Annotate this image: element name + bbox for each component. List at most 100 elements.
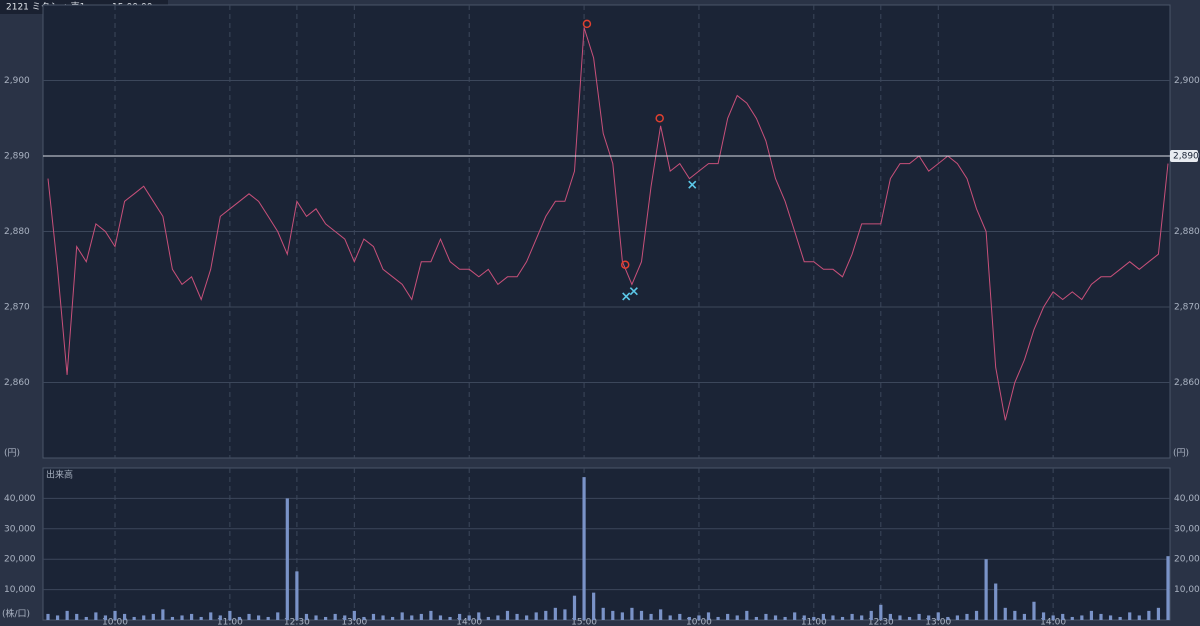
x-tick-label: 12:30 [284, 618, 310, 626]
volume-bar [103, 615, 108, 620]
volume-bar [745, 610, 749, 620]
volume-bar [477, 612, 481, 620]
volume-bar [515, 613, 519, 620]
volume-bar [46, 613, 50, 620]
volume-bar [1032, 601, 1036, 620]
y-tick-label: 30,000 [1174, 524, 1200, 534]
volume-bar [410, 615, 414, 620]
volume-bar [620, 612, 624, 620]
volume-bar [75, 613, 79, 620]
volume-bar [955, 615, 960, 620]
volume-bar [1003, 607, 1007, 620]
volume-bar [304, 613, 309, 620]
volume-bar [266, 616, 270, 620]
volume-bar [228, 610, 232, 620]
volume-bar [180, 615, 184, 620]
volume-bar [831, 615, 835, 620]
volume-bar [276, 612, 280, 620]
volume-bar [362, 616, 366, 620]
volume-bar [534, 612, 538, 620]
volume-unit: (株/口) [2, 608, 30, 620]
y-tick-label: 2,880 [4, 227, 30, 237]
volume-bar [735, 615, 739, 620]
volume-bar [984, 559, 988, 620]
volume-bar [927, 615, 931, 620]
volume-bar [209, 612, 213, 620]
volume-bar [189, 613, 194, 620]
y-tick-label: 2,900 [1174, 76, 1200, 86]
volume-bar [142, 615, 146, 620]
volume-bar [1080, 615, 1084, 620]
y-tick-label: 2,860 [1174, 378, 1200, 388]
volume-bar [1061, 613, 1065, 620]
sell-marker [620, 260, 630, 269]
volume-bar [611, 610, 615, 620]
y-tick-label: 20,000 [1174, 555, 1200, 565]
sell-marker [655, 114, 664, 123]
volume-bar [946, 616, 950, 620]
volume-bar [965, 613, 969, 620]
volume-bar [630, 607, 634, 620]
volume-bar [391, 616, 395, 620]
x-tick-label: 14:00 [1040, 618, 1066, 626]
volume-bar [525, 615, 529, 620]
volume-bar [314, 615, 318, 620]
x-tick-label: 10:00 [102, 618, 128, 626]
volume-bar [802, 615, 806, 620]
volume-bar [697, 615, 701, 620]
price-unit: (円) [1173, 448, 1189, 459]
volume-bar [974, 610, 979, 620]
volume-bar [1013, 610, 1017, 620]
volume-bar [113, 610, 117, 620]
volume-bar [917, 613, 921, 620]
y-tick-label: 30,000 [4, 524, 36, 534]
x-tick-label: 13:00 [925, 618, 951, 626]
x-tick-label: 14:00 [456, 618, 482, 626]
y-tick-label: 2,870 [4, 303, 30, 313]
x-tick-label: 15:00 [571, 618, 597, 626]
volume-bar [295, 571, 299, 620]
volume-bar [840, 616, 845, 620]
volume-bar [170, 616, 175, 620]
volume-bar [438, 615, 443, 620]
volume-bar [1108, 615, 1113, 620]
buy-marker [688, 180, 697, 189]
x-tick-label: 11:00 [217, 618, 243, 626]
volume-bar [601, 607, 605, 620]
volume-bar [1147, 610, 1151, 620]
volume-bar [352, 610, 356, 620]
volume-bar [199, 616, 203, 620]
volume-bar [888, 613, 892, 620]
volume-bar [936, 612, 940, 620]
volume-bar [783, 616, 787, 620]
volume-bar [764, 613, 768, 620]
y-tick-label: 20,000 [4, 555, 36, 565]
sell-marker [582, 19, 592, 29]
volume-bar [850, 613, 854, 620]
volume-bar [572, 595, 577, 620]
volume-bar [256, 615, 261, 620]
volume-bar [898, 615, 902, 620]
volume-bar [687, 616, 691, 620]
y-tick-label: 40,000 [1174, 494, 1200, 504]
volume-bar [879, 604, 883, 620]
volume-bar [505, 610, 510, 620]
volume-bar [429, 610, 433, 620]
volume-bar [563, 609, 567, 620]
volume-bar [994, 583, 998, 620]
volume-bar [122, 613, 127, 620]
volume-bar [754, 616, 758, 620]
volume-bar [237, 616, 242, 620]
volume-bar [324, 616, 328, 620]
volume-bar [793, 612, 797, 620]
volume-bar [773, 615, 778, 620]
volume-bar [869, 610, 873, 620]
x-tick-label: 11:00 [801, 618, 827, 626]
volume-bar [132, 616, 136, 620]
volume-bar [706, 612, 711, 620]
volume-bar [333, 613, 337, 620]
buy-marker [629, 287, 638, 296]
volume-bar [496, 615, 500, 620]
volume-bar [94, 612, 98, 620]
